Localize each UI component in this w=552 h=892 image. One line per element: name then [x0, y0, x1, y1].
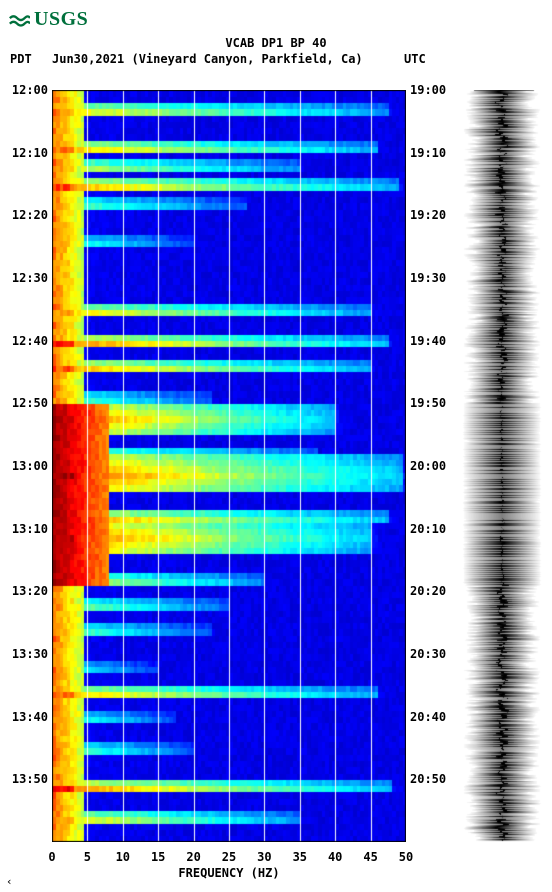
y-axis-left: 12:0012:1012:2012:3012:4012:5013:0013:10…: [0, 90, 50, 842]
y-left-tick: 13:40: [0, 710, 48, 724]
seismogram-canvas: [462, 90, 542, 842]
y-right-tick: 19:40: [410, 334, 446, 348]
y-left-tick: 12:40: [0, 334, 48, 348]
date-location-label: Jun30,2021 (Vineyard Canyon, Parkfield, …: [52, 52, 363, 66]
x-tick: 45: [363, 850, 377, 864]
x-tick: 50: [399, 850, 413, 864]
y-left-tick: 12:10: [0, 146, 48, 160]
chart-title: VCAB DP1 BP 40: [0, 36, 552, 50]
y-left-tick: 12:20: [0, 208, 48, 222]
usgs-logo-text: USGS: [34, 8, 88, 31]
x-tick: 5: [84, 850, 91, 864]
footer-mark: ‹: [6, 875, 13, 888]
y-right-tick: 19:10: [410, 146, 446, 160]
x-axis-label: FREQUENCY (HZ): [52, 866, 406, 880]
y-right-tick: 19:00: [410, 83, 446, 97]
y-right-tick: 19:20: [410, 208, 446, 222]
y-left-tick: 12:50: [0, 396, 48, 410]
y-right-tick: 19:30: [410, 271, 446, 285]
x-tick: 35: [293, 850, 307, 864]
y-right-tick: 19:50: [410, 396, 446, 410]
y-left-tick: 13:00: [0, 459, 48, 473]
y-left-tick: 12:30: [0, 271, 48, 285]
usgs-wave-icon: [8, 9, 30, 31]
y-right-tick: 20:00: [410, 459, 446, 473]
y-axis-right: 19:0019:1019:2019:3019:4019:5020:0020:10…: [408, 90, 452, 842]
y-left-tick: 13:10: [0, 522, 48, 536]
usgs-logo: USGS: [8, 8, 88, 31]
spectrogram-canvas: [52, 90, 406, 842]
y-left-tick: 12:00: [0, 83, 48, 97]
x-tick: 25: [222, 850, 236, 864]
y-right-tick: 20:40: [410, 710, 446, 724]
y-left-tick: 13:20: [0, 584, 48, 598]
y-right-tick: 20:20: [410, 584, 446, 598]
y-left-tick: 13:50: [0, 772, 48, 786]
y-right-tick: 20:10: [410, 522, 446, 536]
utc-label: UTC: [404, 52, 426, 66]
x-tick: 40: [328, 850, 342, 864]
x-tick: 30: [257, 850, 271, 864]
x-tick: 0: [48, 850, 55, 864]
y-left-tick: 13:30: [0, 647, 48, 661]
y-right-tick: 20:30: [410, 647, 446, 661]
spectrogram-plot: [52, 90, 406, 842]
x-tick: 20: [186, 850, 200, 864]
seismogram-plot: [462, 90, 542, 842]
x-tick: 10: [116, 850, 130, 864]
x-tick: 15: [151, 850, 165, 864]
x-axis: FREQUENCY (HZ) 05101520253035404550: [52, 844, 406, 884]
y-right-tick: 20:50: [410, 772, 446, 786]
pdt-label: PDT: [10, 52, 32, 66]
